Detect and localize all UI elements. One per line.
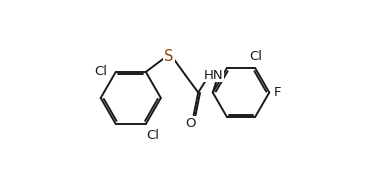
Text: Cl: Cl: [147, 129, 160, 142]
Text: F: F: [274, 86, 281, 99]
Text: O: O: [186, 117, 196, 130]
Text: Cl: Cl: [250, 50, 263, 63]
Text: Cl: Cl: [94, 65, 107, 78]
Text: S: S: [165, 48, 174, 64]
Text: HN: HN: [204, 69, 223, 82]
